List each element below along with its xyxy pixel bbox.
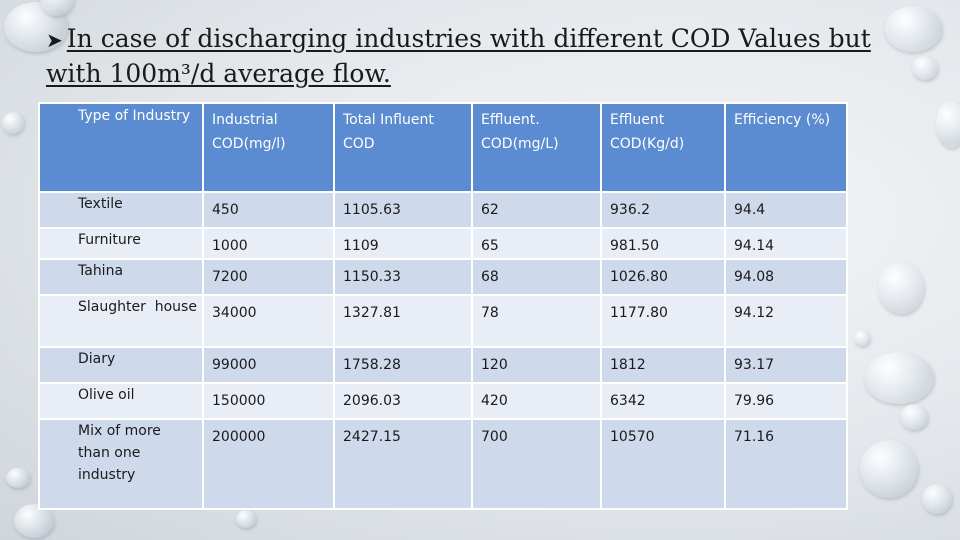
water-drop-decoration <box>900 404 928 430</box>
table-cell: 34000 <box>202 294 335 348</box>
table-cell: 94.4 <box>724 191 848 229</box>
cod-table: Type of Industry Industrial COD(mg/l) To… <box>38 102 848 510</box>
water-drop-decoration <box>14 504 54 538</box>
water-drop-decoration <box>2 112 24 134</box>
table-cell: 150000 <box>202 382 335 420</box>
table-cell: 62 <box>471 191 602 229</box>
table-cell: 94.08 <box>724 258 848 296</box>
table-cell: 1758.28 <box>333 346 473 384</box>
column-header-efficiency: Efficiency (%) <box>724 102 848 193</box>
table-cell: 10570 <box>600 418 726 510</box>
water-drop-decoration <box>884 6 942 52</box>
table-cell: 1177.80 <box>600 294 726 348</box>
table-row: Slaughter house 34000 1327.81 78 1177.80… <box>38 294 848 348</box>
table-cell: 6342 <box>600 382 726 420</box>
column-header-industrial-cod: Industrial COD(mg/l) <box>202 102 335 193</box>
table-cell: 1812 <box>600 346 726 384</box>
slide-title-text: In case of discharging industries with d… <box>46 24 871 88</box>
water-drop-decoration <box>6 468 30 488</box>
table-cell: 1105.63 <box>333 191 473 229</box>
column-header-industry: Type of Industry <box>38 102 204 193</box>
water-drop-decoration <box>40 0 74 16</box>
table-cell: 94.12 <box>724 294 848 348</box>
table-cell: 71.16 <box>724 418 848 510</box>
table-header-row: Type of Industry Industrial COD(mg/l) To… <box>38 102 848 193</box>
table-cell: 1000 <box>202 227 335 260</box>
column-header-effluent-cod-mgl: Effluent. COD(mg/L) <box>471 102 602 193</box>
water-drop-decoration <box>236 510 256 528</box>
table-cell: 700 <box>471 418 602 510</box>
table-row: Olive oil 150000 2096.03 420 6342 79.96 <box>38 382 848 420</box>
table-cell: 99000 <box>202 346 335 384</box>
table-cell: 94.14 <box>724 227 848 260</box>
water-drop-decoration <box>864 352 934 404</box>
table-cell: 420 <box>471 382 602 420</box>
water-drop-decoration <box>936 100 960 148</box>
table-cell: 2096.03 <box>333 382 473 420</box>
table-row: Furniture 1000 1109 65 981.50 94.14 <box>38 227 848 260</box>
table-cell: 7200 <box>202 258 335 296</box>
table-cell: 1150.33 <box>333 258 473 296</box>
table-row: Diary 99000 1758.28 120 1812 93.17 <box>38 346 848 384</box>
table-cell: 936.2 <box>600 191 726 229</box>
table-cell: 450 <box>202 191 335 229</box>
water-drop-decoration <box>912 56 938 80</box>
slide-title: ➤ In case of discharging industries with … <box>46 22 926 91</box>
table-cell: 68 <box>471 258 602 296</box>
industry-cell: Furniture <box>38 227 204 260</box>
table-cell: 200000 <box>202 418 335 510</box>
table-cell: 981.50 <box>600 227 726 260</box>
industry-cell: Tahina <box>38 258 204 296</box>
table-cell: 1026.80 <box>600 258 726 296</box>
table-cell: 120 <box>471 346 602 384</box>
table-row: Textile 450 1105.63 62 936.2 94.4 <box>38 191 848 229</box>
water-drop-decoration <box>854 330 870 346</box>
water-drop-decoration <box>878 262 924 314</box>
industry-cell: Diary <box>38 346 204 384</box>
industry-cell: Mix of more than one industry <box>38 418 204 510</box>
industry-cell: Slaughter house <box>38 294 204 348</box>
table-row: Tahina 7200 1150.33 68 1026.80 94.08 <box>38 258 848 296</box>
table-row: Mix of more than one industry 200000 242… <box>38 418 848 510</box>
table-cell: 79.96 <box>724 382 848 420</box>
industry-cell: Textile <box>38 191 204 229</box>
arrow-bullet-icon: ➤ <box>46 28 63 52</box>
water-drop-decoration <box>922 484 952 514</box>
table-cell: 93.17 <box>724 346 848 384</box>
table-cell: 65 <box>471 227 602 260</box>
table-cell: 78 <box>471 294 602 348</box>
table-cell: 2427.15 <box>333 418 473 510</box>
column-header-effluent-cod-kgd: Effluent COD(Kg/d) <box>600 102 726 193</box>
table-cell: 1109 <box>333 227 473 260</box>
water-drop-decoration <box>860 440 918 498</box>
industry-cell: Olive oil <box>38 382 204 420</box>
column-header-total-influent-cod: Total Influent COD <box>333 102 473 193</box>
table-cell: 1327.81 <box>333 294 473 348</box>
